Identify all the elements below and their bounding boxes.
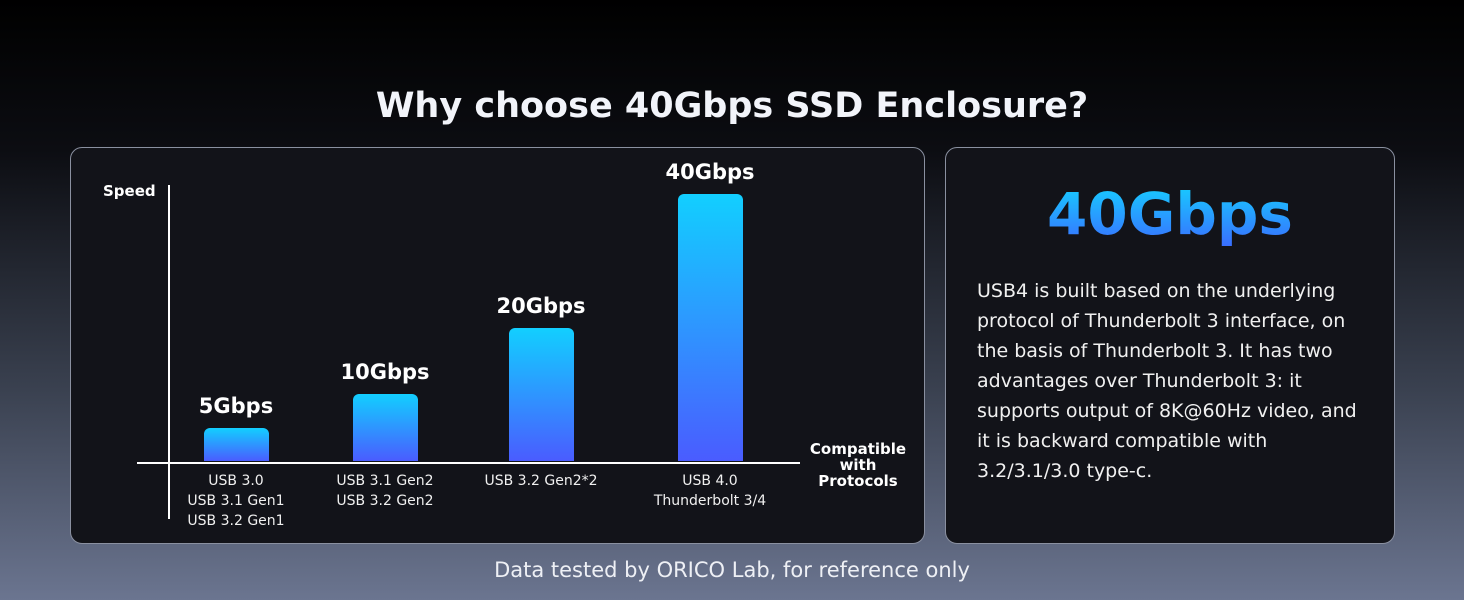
x-tick-label: USB 4.0 Thunderbolt 3/4 <box>653 473 767 509</box>
title: Why choose 40Gbps SSD Enclosure? <box>375 86 1089 126</box>
body-text: USB4 is built based on the underlying pr… <box>977 280 1357 482</box>
info-panel <box>945 147 1395 544</box>
bar <box>352 394 418 461</box>
x-tick-label: USB 3.1 Gen2 USB 3.2 Gen2 <box>336 473 434 509</box>
x-tick-label: USB 3.0 USB 3.1 Gen1 USB 3.2 Gen1 <box>187 473 285 529</box>
footnote: Data tested by ORICO Lab, for reference … <box>494 558 970 582</box>
x-axis-label: Compatible with Protocols <box>809 440 907 490</box>
chart-panel <box>70 147 925 544</box>
bar <box>508 327 574 461</box>
headline: 40Gbps <box>945 180 1395 248</box>
value-label: 40Gbps <box>665 160 755 184</box>
value-label: 10Gbps <box>340 360 430 385</box>
y-axis-label: Speed <box>103 182 156 200</box>
bar <box>203 427 269 461</box>
y-axis <box>168 185 170 519</box>
x-axis <box>137 462 800 464</box>
value-label: 5Gbps <box>198 393 274 418</box>
x-tick-label: USB 3.2 Gen2*2 <box>484 473 598 489</box>
value-label: 20Gbps <box>496 293 586 318</box>
bar <box>677 194 743 461</box>
